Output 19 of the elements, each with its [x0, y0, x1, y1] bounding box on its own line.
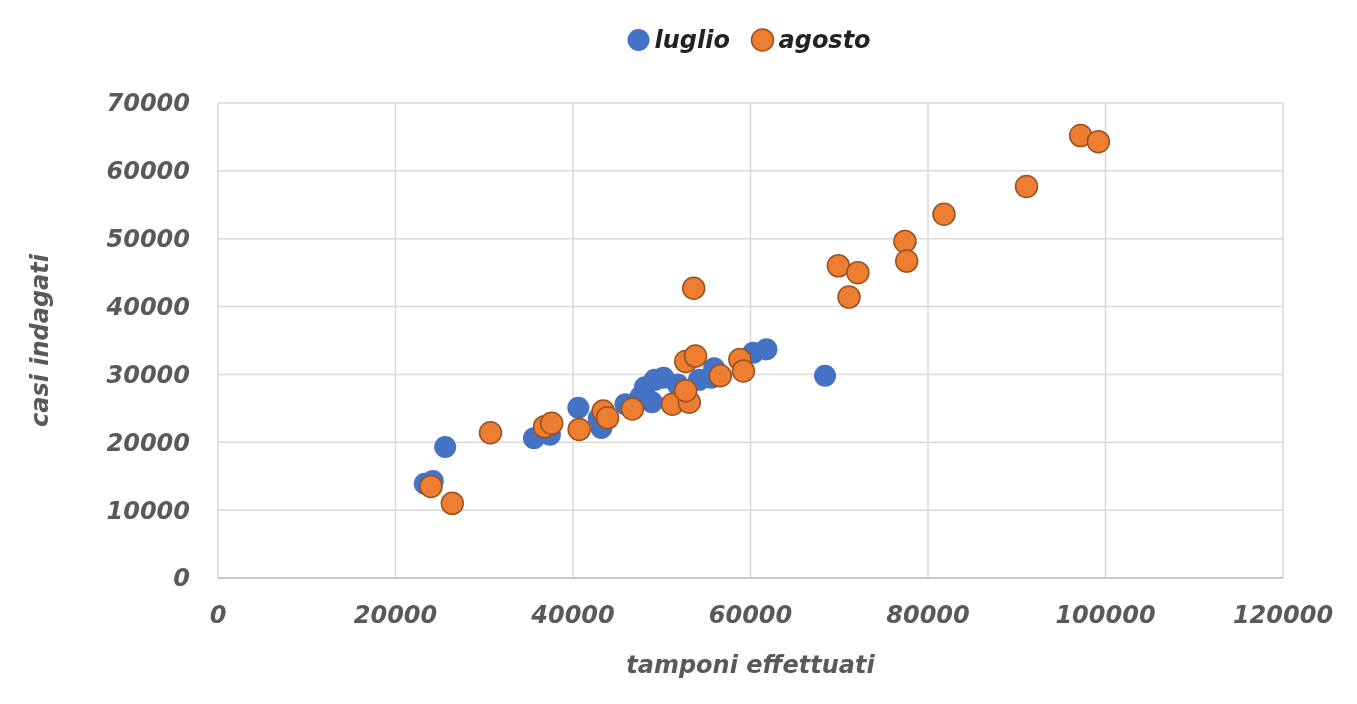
legend-label: luglio: [654, 26, 730, 55]
y-tick-label: 30000: [106, 360, 190, 389]
y-axis-title: casi indagati: [26, 253, 54, 428]
y-tick-label: 0: [173, 564, 190, 593]
y-tick-label: 40000: [105, 292, 190, 321]
x-tick-label: 120000: [1232, 601, 1334, 629]
y-tick-label: 50000: [106, 225, 190, 254]
y-tick-label: 70000: [106, 89, 190, 118]
x-tick-label: 80000: [886, 601, 970, 629]
x-tick-label: 0: [209, 601, 227, 629]
x-tick-label: 100000: [1055, 601, 1156, 629]
y-tick-label: 60000: [106, 157, 190, 186]
y-tick-label: 20000: [106, 428, 190, 457]
x-axis-title: tamponi effettuati: [626, 651, 876, 679]
x-tick-label: 20000: [353, 601, 438, 629]
legend-label: agosto: [778, 26, 871, 55]
y-tick-label: 10000: [106, 496, 190, 525]
x-tick-label: 40000: [530, 601, 615, 629]
x-tick-label: 60000: [708, 601, 793, 629]
